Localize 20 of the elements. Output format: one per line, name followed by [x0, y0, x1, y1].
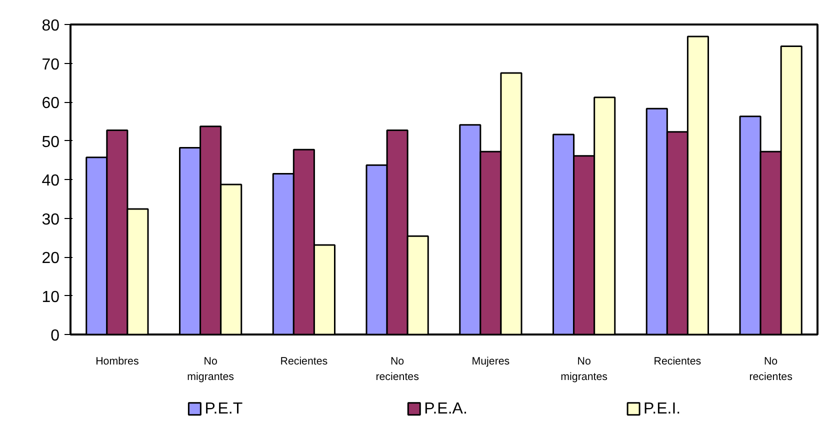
y-tick-label: 60 [42, 95, 60, 112]
y-tick-label: 70 [42, 56, 60, 74]
x-tick-label: Recientes [280, 356, 328, 368]
x-tick-label: No migrantes [560, 356, 608, 384]
x-tick-label: Mujeres [472, 356, 510, 368]
legend-label: P.E.A. [424, 400, 468, 418]
legend-label: P.E.T [204, 400, 243, 418]
y-tick-label: 40 [42, 172, 60, 190]
x-tick-label: No migrantes [187, 356, 234, 384]
y-tick-label: 50 [42, 134, 60, 151]
x-tick-label: Hombres [96, 356, 139, 368]
x-tick-label: No recientes [376, 356, 419, 384]
y-tick-label: 20 [42, 250, 60, 267]
x-tick-label: Recientes [654, 356, 702, 368]
y-tick-label: 0 [50, 328, 60, 344]
y-tick-label: 80 [42, 18, 60, 34]
y-tick-label: 30 [42, 211, 60, 228]
legend-label: P.E.I. [644, 400, 681, 418]
y-tick-label: 10 [42, 288, 60, 306]
x-tick-label: No recientes [749, 356, 792, 384]
